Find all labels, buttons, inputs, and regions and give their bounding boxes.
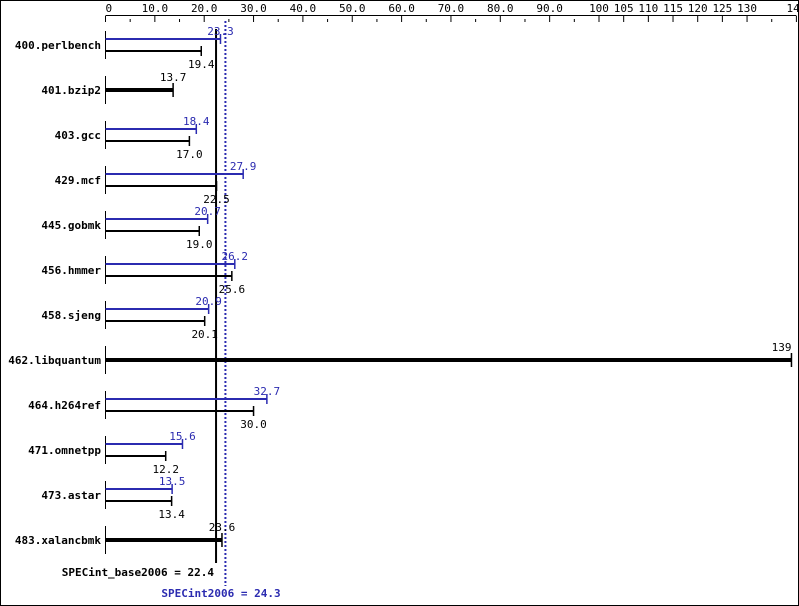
benchmark-label: 483.xalancbmk: [15, 534, 101, 547]
tick-label: 100: [589, 2, 609, 15]
peak-value-label: 26.2: [222, 250, 249, 263]
tick-label: 125: [712, 2, 732, 15]
base-value-label: 30.0: [240, 418, 267, 431]
base-value-label: 13.7: [160, 71, 187, 84]
benchmark-label: 462.libquantum: [8, 354, 101, 367]
tick-label: 40.0: [290, 2, 317, 15]
benchmark-label: 445.gobmk: [41, 219, 101, 232]
tick-label: 90.0: [536, 2, 563, 15]
benchmark-label: 429.mcf: [55, 174, 101, 187]
tick-label: 80.0: [487, 2, 514, 15]
peak-value-label: 13.5: [159, 475, 186, 488]
peak-value-label: 23.3: [207, 25, 234, 38]
benchmark-label: 473.astar: [41, 489, 101, 502]
peak-value-label: 27.9: [230, 160, 257, 173]
base-value-label: 19.0: [186, 238, 213, 251]
tick-label: 115: [663, 2, 683, 15]
tick-label: 140: [786, 2, 799, 15]
peak-mean-label: SPECint2006 = 24.3: [161, 587, 280, 600]
tick-label: 110: [638, 2, 658, 15]
tick-label: 120: [688, 2, 708, 15]
benchmark-label: 458.sjeng: [41, 309, 101, 322]
tick-label: 70.0: [438, 2, 465, 15]
base-value-label: 25.6: [219, 283, 246, 296]
benchmark-label: 471.omnetpp: [28, 444, 101, 457]
benchmark-label: 403.gcc: [55, 129, 101, 142]
base-value-label: 17.0: [176, 148, 203, 161]
peak-value-label: 18.4: [183, 115, 210, 128]
tick-label: 10.0: [142, 2, 169, 15]
benchmark-label: 400.perlbench: [15, 39, 101, 52]
tick-label: 60.0: [388, 2, 415, 15]
base-value-label: 20.1: [191, 328, 218, 341]
base-value-label: 19.4: [188, 58, 215, 71]
base-value-label: 23.6: [209, 521, 236, 534]
benchmark-label: 456.hmmer: [41, 264, 101, 277]
peak-value-label: 20.9: [195, 295, 222, 308]
peak-value-label: 32.7: [254, 385, 281, 398]
base-mean-label: SPECint_base2006 = 22.4: [62, 566, 215, 579]
peak-value-label: 20.7: [194, 205, 221, 218]
base-value-label: 13.4: [158, 508, 185, 521]
benchmark-label: 464.h264ref: [28, 399, 101, 412]
tick-label: 0: [106, 2, 113, 15]
base-value-label: 12.2: [152, 463, 179, 476]
tick-label: 30.0: [240, 2, 267, 15]
tick-label: 50.0: [339, 2, 366, 15]
tick-label: 105: [614, 2, 634, 15]
benchmark-label: 401.bzip2: [41, 84, 101, 97]
base-value-label: 22.5: [203, 193, 230, 206]
tick-label: 130: [737, 2, 757, 15]
base-value-label: 139: [772, 341, 792, 354]
tick-label: 20.0: [191, 2, 218, 15]
peak-value-label: 15.6: [169, 430, 196, 443]
